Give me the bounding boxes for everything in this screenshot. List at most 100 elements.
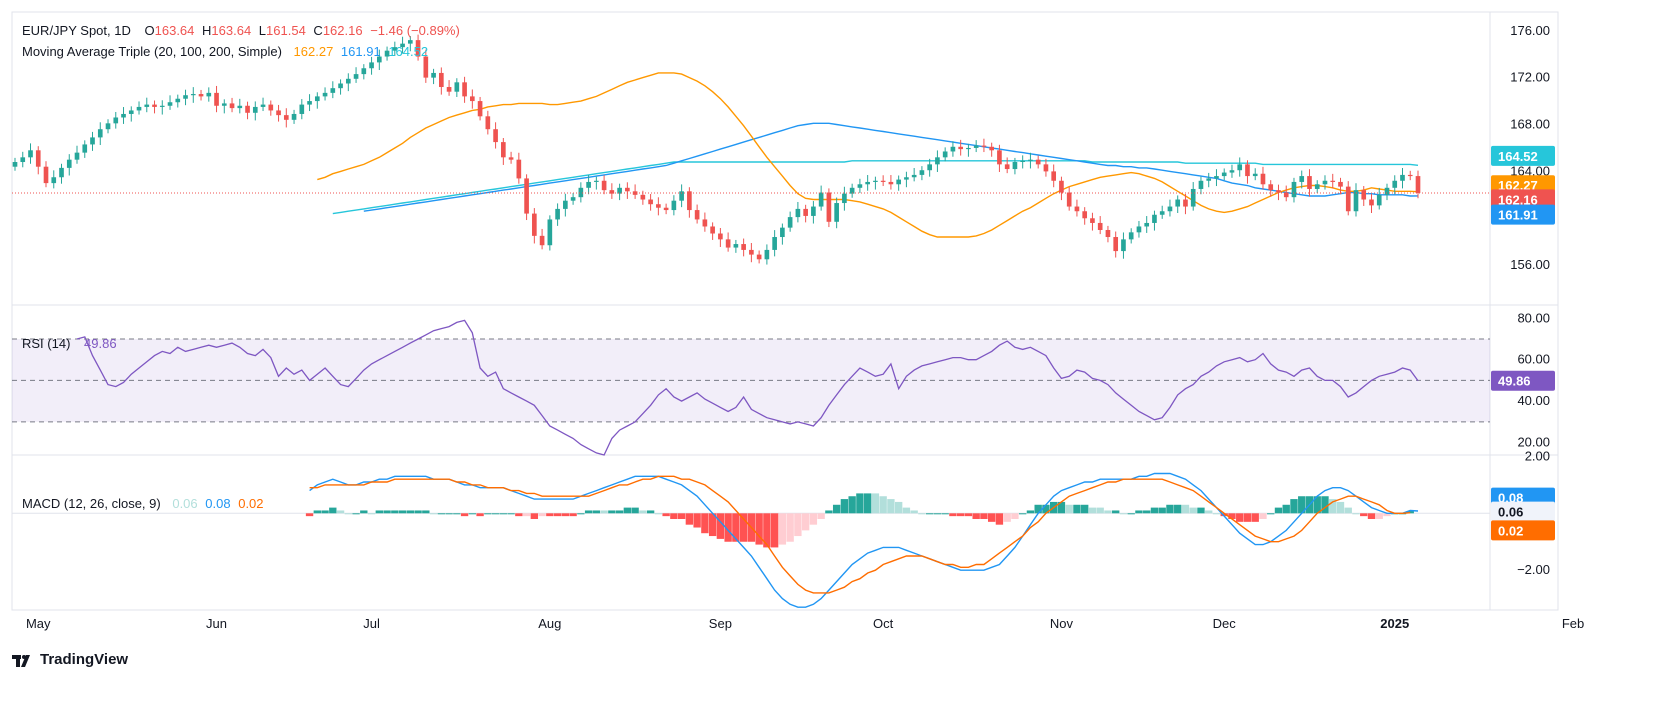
candle-body xyxy=(361,68,367,75)
macd-histogram-bar xyxy=(383,510,391,514)
candle-body xyxy=(811,206,816,216)
macd-histogram-bar xyxy=(1166,504,1174,514)
macd-histogram-bar xyxy=(1174,504,1182,514)
candle-body xyxy=(601,180,607,191)
candle-body xyxy=(1059,180,1064,193)
macd-histogram-bar xyxy=(569,513,577,517)
macd-histogram-bar xyxy=(499,513,508,515)
macd-histogram-bar xyxy=(1251,513,1259,522)
candle-body xyxy=(733,244,739,248)
symbol-label[interactable]: EUR/JPY Spot, 1D xyxy=(22,23,131,38)
macd-label[interactable]: MACD (12, 26, close, 9) xyxy=(22,496,161,511)
macd-histogram-bar xyxy=(1267,513,1275,515)
macd-histogram-bar xyxy=(329,507,337,514)
macd-histogram-bar xyxy=(1236,513,1244,522)
ma-label[interactable]: Moving Average Triple (20, 100, 200, Sim… xyxy=(22,44,282,59)
candle-body xyxy=(632,191,638,195)
candle-body xyxy=(1338,181,1343,187)
candle-body xyxy=(1276,190,1281,193)
ma100-line xyxy=(363,122,1419,212)
macd-histogram-bar xyxy=(972,513,980,519)
candle-body xyxy=(764,249,770,260)
close-badge-bg xyxy=(1491,189,1555,210)
macd-histogram-bar xyxy=(1360,513,1368,517)
candle-body xyxy=(446,87,452,92)
open-value: 163.64 xyxy=(154,23,195,38)
candle-body xyxy=(609,190,615,194)
candle-body xyxy=(1268,184,1274,191)
candle-body xyxy=(229,103,235,109)
candle-body xyxy=(756,254,762,260)
candle-body xyxy=(1307,176,1312,189)
price-axis-tick: 164.00 xyxy=(1510,163,1550,178)
price-legend: EUR/JPY Spot, 1D O163.64 H163.64 L161.54… xyxy=(22,23,468,38)
candle-body xyxy=(1376,194,1382,206)
candle-body xyxy=(1291,181,1297,198)
macd-histogram-bar xyxy=(476,513,484,517)
candle-body xyxy=(539,235,545,246)
macd-histogram-bar xyxy=(871,493,880,514)
time-axis-tick: Oct xyxy=(873,616,894,631)
macd-histogram-bar xyxy=(1019,513,1027,515)
candle-body xyxy=(214,92,219,106)
macd-histogram-bar xyxy=(1065,504,1073,514)
rsi-label[interactable]: RSI (14) xyxy=(22,336,71,351)
tradingview-footer[interactable]: TradingView xyxy=(12,651,128,668)
candle-body xyxy=(407,40,413,44)
macd-histogram-bar xyxy=(1197,507,1205,514)
candle-body xyxy=(710,226,715,234)
macd-histogram-bar xyxy=(1243,513,1252,522)
candle-body xyxy=(190,94,196,96)
candle-body xyxy=(59,167,64,178)
candle-body xyxy=(28,150,33,158)
candle-body xyxy=(345,78,351,84)
macd-histogram-bar xyxy=(429,513,438,515)
macd-histogram-bar xyxy=(538,513,546,517)
macd-axis-tick: −2.00 xyxy=(1517,562,1550,577)
macd-histogram-bar xyxy=(530,513,539,519)
candle-body xyxy=(1051,171,1057,181)
macd-histogram-bar xyxy=(1135,510,1143,514)
candle-body xyxy=(741,244,746,250)
candle-body xyxy=(935,157,940,165)
macd-line-value: 0.08 xyxy=(205,496,231,511)
macd-histogram-bar xyxy=(662,513,670,517)
macd-histogram-bar xyxy=(964,513,973,517)
rsi-value: 49.86 xyxy=(84,336,117,351)
macd-histogram-bar xyxy=(561,513,570,517)
macd-histogram-bar xyxy=(623,507,632,514)
macd-histogram-bar xyxy=(1073,504,1081,514)
candle-body xyxy=(911,174,917,178)
candle-body xyxy=(1229,170,1235,173)
macd-histogram-bar xyxy=(600,510,608,514)
candle-body xyxy=(694,210,700,220)
candle-body xyxy=(159,105,165,107)
rsi-legend: RSI (14) 49.86 xyxy=(22,336,121,351)
candle-body xyxy=(1299,176,1305,182)
candle-body xyxy=(1090,218,1095,223)
candle-body xyxy=(423,56,429,78)
candle-body xyxy=(97,129,103,138)
macd-histogram-bar xyxy=(1383,513,1391,517)
candle-body xyxy=(1353,190,1359,212)
candle-body xyxy=(307,101,312,105)
candle-body xyxy=(470,96,475,102)
candle-body xyxy=(679,191,684,201)
ma100-badge-bg xyxy=(1491,204,1555,225)
candle-body xyxy=(20,157,26,163)
candle-body xyxy=(415,40,421,57)
candle-body xyxy=(1020,160,1026,163)
macd-histogram-bar xyxy=(708,513,717,537)
macd-histogram-bar xyxy=(1011,513,1019,519)
candle-body xyxy=(113,117,119,124)
price-axis-tick: 176.00 xyxy=(1510,23,1550,38)
macd-hist-value: 0.06 xyxy=(172,496,198,511)
macd-histogram-bar xyxy=(949,513,957,517)
candle-body xyxy=(477,101,483,117)
ma200-value: 164.52 xyxy=(388,44,429,59)
high-label: H xyxy=(202,23,212,38)
rsi-axis-tick: 40.00 xyxy=(1517,393,1550,408)
macd-histogram-bar xyxy=(1406,511,1414,514)
macd-histogram-bar xyxy=(1282,504,1290,514)
candle-body xyxy=(508,157,514,160)
